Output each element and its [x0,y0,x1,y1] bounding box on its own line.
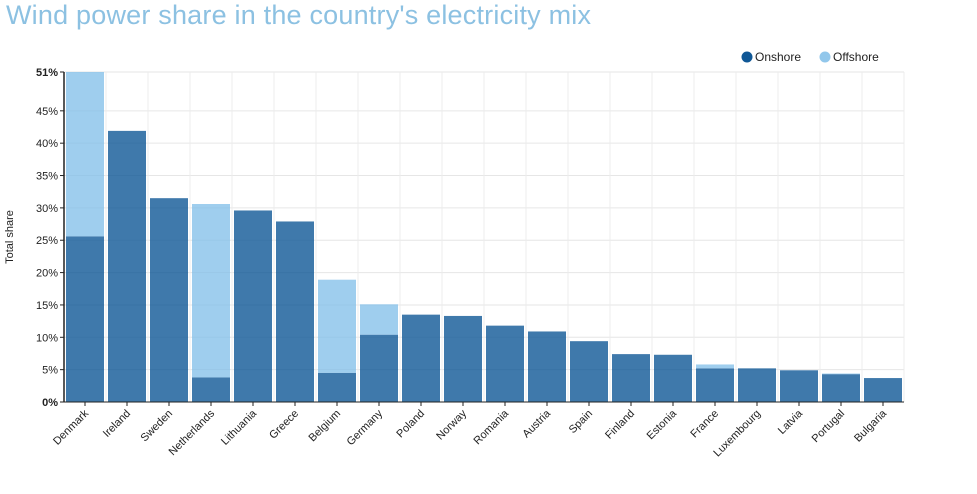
y-tick-label: 40% [36,138,58,150]
legend-swatch-offshore[interactable] [819,51,831,63]
bar-onshore-luxembourg[interactable] [738,368,776,402]
bar-offshore-netherlands[interactable] [192,204,230,378]
x-tick-label: Netherlands [167,407,218,458]
bar-onshore-belgium[interactable] [318,372,356,402]
x-tick-label: Latvia [776,407,806,437]
y-tick-label: 25% [36,235,58,247]
bars [66,72,902,402]
x-tick-label: Romania [472,407,512,447]
bar-onshore-spain[interactable] [570,341,608,402]
bar-onshore-portugal[interactable] [822,374,860,402]
bar-offshore-belgium[interactable] [318,279,356,373]
x-tick-label: Portugal [810,408,847,445]
bar-offshore-france[interactable] [696,364,734,369]
y-tick-label: 20% [36,268,58,280]
bar-onshore-latvia[interactable] [780,370,818,402]
x-tick-label: Norway [434,407,469,442]
bar-onshore-poland[interactable] [402,314,440,402]
x-tick-label: Poland [394,408,427,441]
bar-onshore-france[interactable] [696,368,734,402]
x-tick-label: Germany [345,407,386,448]
x-tick-label: France [688,408,721,441]
bar-onshore-germany[interactable] [360,334,398,402]
y-tick-label: 10% [36,332,58,344]
legend-swatch-onshore[interactable] [741,51,753,63]
x-tick-label: Spain [567,408,595,436]
legend-label-offshore[interactable]: Offshore [833,50,879,64]
bar-onshore-netherlands[interactable] [192,377,230,402]
y-tick-label: 35% [36,171,58,183]
y-tick-label: 15% [36,300,58,312]
x-tick-label: Belgium [307,408,344,445]
chart-title: Wind power share in the country's electr… [6,0,592,30]
bar-onshore-ireland[interactable] [108,130,146,402]
x-tick-label: Ireland [101,408,133,440]
bar-onshore-estonia[interactable] [654,354,692,402]
bar-onshore-sweden[interactable] [150,198,188,402]
x-tick-label: Bulgaria [852,407,890,445]
x-tick-label: Lithuania [219,407,260,448]
y-tick-label: 45% [36,106,58,118]
bar-offshore-portugal[interactable] [822,373,860,375]
bar-onshore-denmark[interactable] [66,236,104,402]
x-tick-label: Austria [520,407,553,440]
y-tick-label: 51% [36,67,58,79]
y-axis-label: Total share [4,210,16,264]
y-axis-ticks: 0% 5% 10% 15% 20% 25% 30% 35% 40% 45% 51% [36,67,64,409]
bar-offshore-denmark[interactable] [66,72,104,237]
x-tick-label: Greece [267,408,301,442]
y-tick-label: 0% [42,397,58,409]
y-tick-label: 30% [36,203,58,215]
bar-onshore-bulgaria[interactable] [864,378,902,402]
legend: Onshore Offshore [741,50,879,64]
bar-onshore-norway[interactable] [444,315,482,402]
y-tick-label: 5% [42,365,58,377]
gridlines [63,71,905,403]
x-tick-label: Finland [603,408,637,442]
bar-onshore-finland[interactable] [612,354,650,402]
bar-onshore-lithuania[interactable] [234,210,272,402]
x-tick-label: Sweden [139,408,176,445]
bar-offshore-germany[interactable] [360,304,398,335]
x-tick-label: Estonia [645,407,680,442]
bar-onshore-austria[interactable] [528,331,566,402]
bar-onshore-romania[interactable] [486,325,524,402]
x-tick-label: Denmark [51,407,91,447]
legend-label-onshore[interactable]: Onshore [755,50,801,64]
bar-onshore-greece[interactable] [276,221,314,402]
